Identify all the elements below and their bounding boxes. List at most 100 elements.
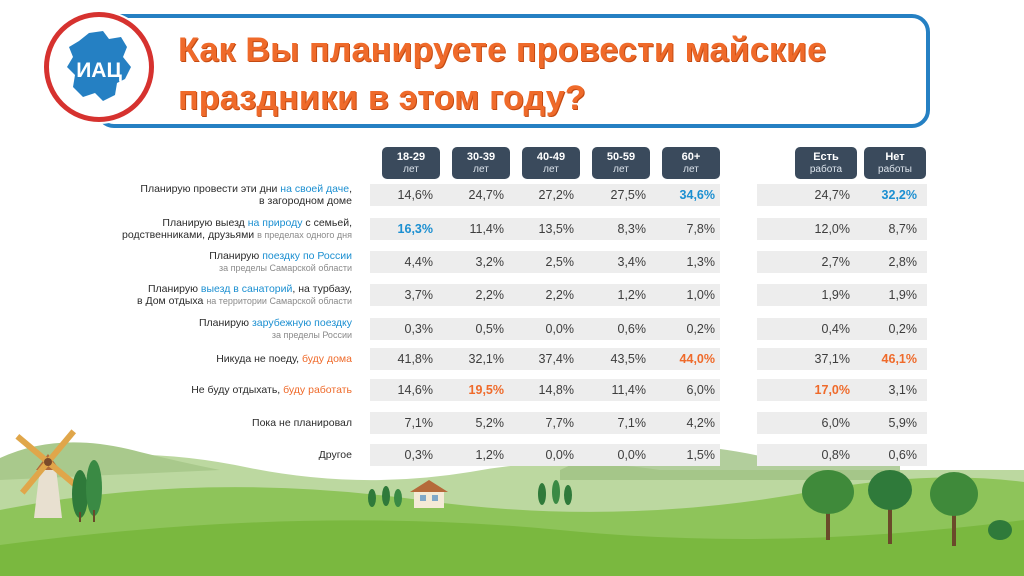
table-cell: 0,0% bbox=[545, 322, 575, 336]
row-label-part: буду работать bbox=[283, 384, 352, 396]
table-cell: 2,8% bbox=[888, 255, 918, 269]
title-line-1: Как Вы планируете провести майские bbox=[178, 31, 827, 69]
windmill-illustration bbox=[15, 429, 81, 518]
table-cell: 1,2% bbox=[617, 288, 647, 302]
table-cell: 0,0% bbox=[617, 448, 647, 462]
table-row-band bbox=[757, 318, 927, 340]
table-cell: 1,0% bbox=[686, 288, 716, 302]
table-cell: 1,9% bbox=[888, 288, 918, 302]
table-cell: 12,0% bbox=[814, 222, 850, 236]
column-header-title: 60+ bbox=[681, 151, 701, 163]
table-row-band bbox=[370, 318, 720, 340]
row-label-part: поездку по России bbox=[262, 250, 352, 262]
table-cell: 27,5% bbox=[610, 188, 646, 202]
column-header: 18-29 лет bbox=[382, 147, 440, 179]
table-cell: 1,3% bbox=[686, 255, 716, 269]
row-label-part: за пределы Самарской области bbox=[218, 263, 352, 273]
table-row-band bbox=[757, 348, 927, 370]
row-label-part: с семьей, bbox=[302, 217, 352, 229]
column-header: 50-59 лет bbox=[592, 147, 650, 179]
table-cell: 2,5% bbox=[545, 255, 575, 269]
row-label-part: зарубежную поездку bbox=[251, 317, 352, 329]
table-row-band bbox=[757, 218, 927, 240]
row-label-part: родственниками, друзьями bbox=[122, 229, 258, 241]
column-header-subtitle: лет bbox=[403, 164, 419, 175]
table-cell: 11,4% bbox=[611, 383, 646, 397]
row-label: Планирую выезд в санаторий, на турбазу, в… bbox=[60, 283, 352, 307]
column-header: Есть работа bbox=[795, 147, 857, 179]
table-cell: 3,4% bbox=[617, 255, 647, 269]
table-cell: 6,0% bbox=[821, 416, 851, 430]
table-cell: 0,6% bbox=[888, 448, 918, 462]
row-label-part: выезд в санаторий bbox=[200, 283, 293, 295]
table-cell: 7,7% bbox=[545, 416, 575, 430]
table-row-band bbox=[370, 379, 720, 401]
column-header: 60+ лет bbox=[662, 147, 720, 179]
table-cell: 2,2% bbox=[475, 288, 505, 302]
table-cell: 46,1% bbox=[881, 352, 917, 366]
row-label-part: Планирую выезд bbox=[162, 217, 248, 229]
table-cell: 1,2% bbox=[475, 448, 505, 462]
table-cell: 4,4% bbox=[404, 255, 434, 269]
row-label-part: на своей даче bbox=[280, 183, 350, 195]
row-label: Планирую поездку по России за пределы Сам… bbox=[60, 250, 352, 274]
table-cell: 4,2% bbox=[686, 416, 716, 430]
row-label-part: в Дом отдыха bbox=[136, 295, 207, 307]
table-row-band bbox=[370, 251, 720, 273]
table-cell: 24,7% bbox=[814, 188, 850, 202]
house-illustration bbox=[410, 480, 448, 508]
table-cell: 0,0% bbox=[545, 448, 575, 462]
table-cell: 8,7% bbox=[888, 222, 918, 236]
row-label-part: буду дома bbox=[301, 353, 352, 365]
row-label-part: Планирую провести эти дни bbox=[140, 183, 281, 195]
row-label: Планирую зарубежную поездку за пределы Ро… bbox=[60, 317, 352, 341]
table-cell: 37,4% bbox=[538, 352, 574, 366]
column-header-subtitle: лет bbox=[683, 164, 699, 175]
table-cell: 6,0% bbox=[686, 383, 716, 397]
table-row-band bbox=[757, 284, 927, 306]
region-map-icon bbox=[67, 31, 131, 101]
table-cell: 0,5% bbox=[475, 322, 505, 336]
row-label-part: за пределы России bbox=[271, 330, 352, 340]
table-row-band bbox=[370, 412, 720, 434]
table-cell: 2,7% bbox=[821, 255, 851, 269]
table-row-band bbox=[370, 444, 720, 466]
table-row-band bbox=[370, 348, 720, 370]
row-label: Пока не планировал bbox=[60, 417, 352, 429]
row-label-part: на природу bbox=[247, 217, 303, 229]
column-header-title: 30-39 bbox=[466, 151, 496, 163]
table-row-band bbox=[757, 412, 927, 434]
table-cell: 2,2% bbox=[545, 288, 575, 302]
column-header: 40-49 лет bbox=[522, 147, 580, 179]
row-label-part: Планирую bbox=[199, 317, 252, 329]
row-label-part: , bbox=[349, 183, 352, 195]
table-row-band bbox=[757, 444, 927, 466]
table-row-band bbox=[757, 184, 927, 206]
column-header-subtitle: работы bbox=[878, 164, 912, 175]
title-line-2: праздники в этом году? bbox=[178, 79, 586, 117]
table-cell: 0,4% bbox=[821, 322, 851, 336]
table-row-band bbox=[757, 379, 927, 401]
row-label-part: Планирую bbox=[209, 250, 263, 262]
table-cell: 7,1% bbox=[617, 416, 647, 430]
row-label-part: Не буду отдыхать, bbox=[191, 384, 284, 396]
table-cell: 32,1% bbox=[468, 352, 504, 366]
column-header-subtitle: лет bbox=[473, 164, 489, 175]
table-cell: 37,1% bbox=[814, 352, 850, 366]
table-cell: 11,4% bbox=[469, 222, 504, 236]
row-label-part: Другое bbox=[318, 449, 352, 461]
table-cell: 34,6% bbox=[679, 188, 715, 202]
row-label-part: на территории Самарской области bbox=[206, 296, 352, 306]
table-row-band bbox=[370, 218, 720, 240]
table-row-band bbox=[757, 251, 927, 273]
trees-right bbox=[802, 470, 1012, 546]
table-cell: 0,3% bbox=[404, 322, 434, 336]
table-cell: 8,3% bbox=[617, 222, 647, 236]
row-label-part: Никуда не поеду, bbox=[216, 353, 302, 365]
page-title: Как Вы планируете провести майские празд… bbox=[178, 26, 918, 122]
column-header: Нет работы bbox=[864, 147, 926, 179]
table-cell: 14,6% bbox=[397, 383, 433, 397]
row-label-part: в пределах одного дня bbox=[257, 230, 352, 240]
row-label-part: Планирую bbox=[147, 283, 201, 295]
